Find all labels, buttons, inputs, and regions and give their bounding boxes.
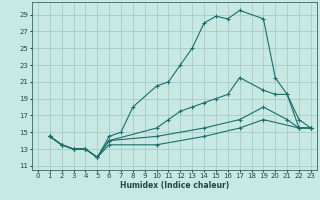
X-axis label: Humidex (Indice chaleur): Humidex (Indice chaleur) [120,181,229,190]
